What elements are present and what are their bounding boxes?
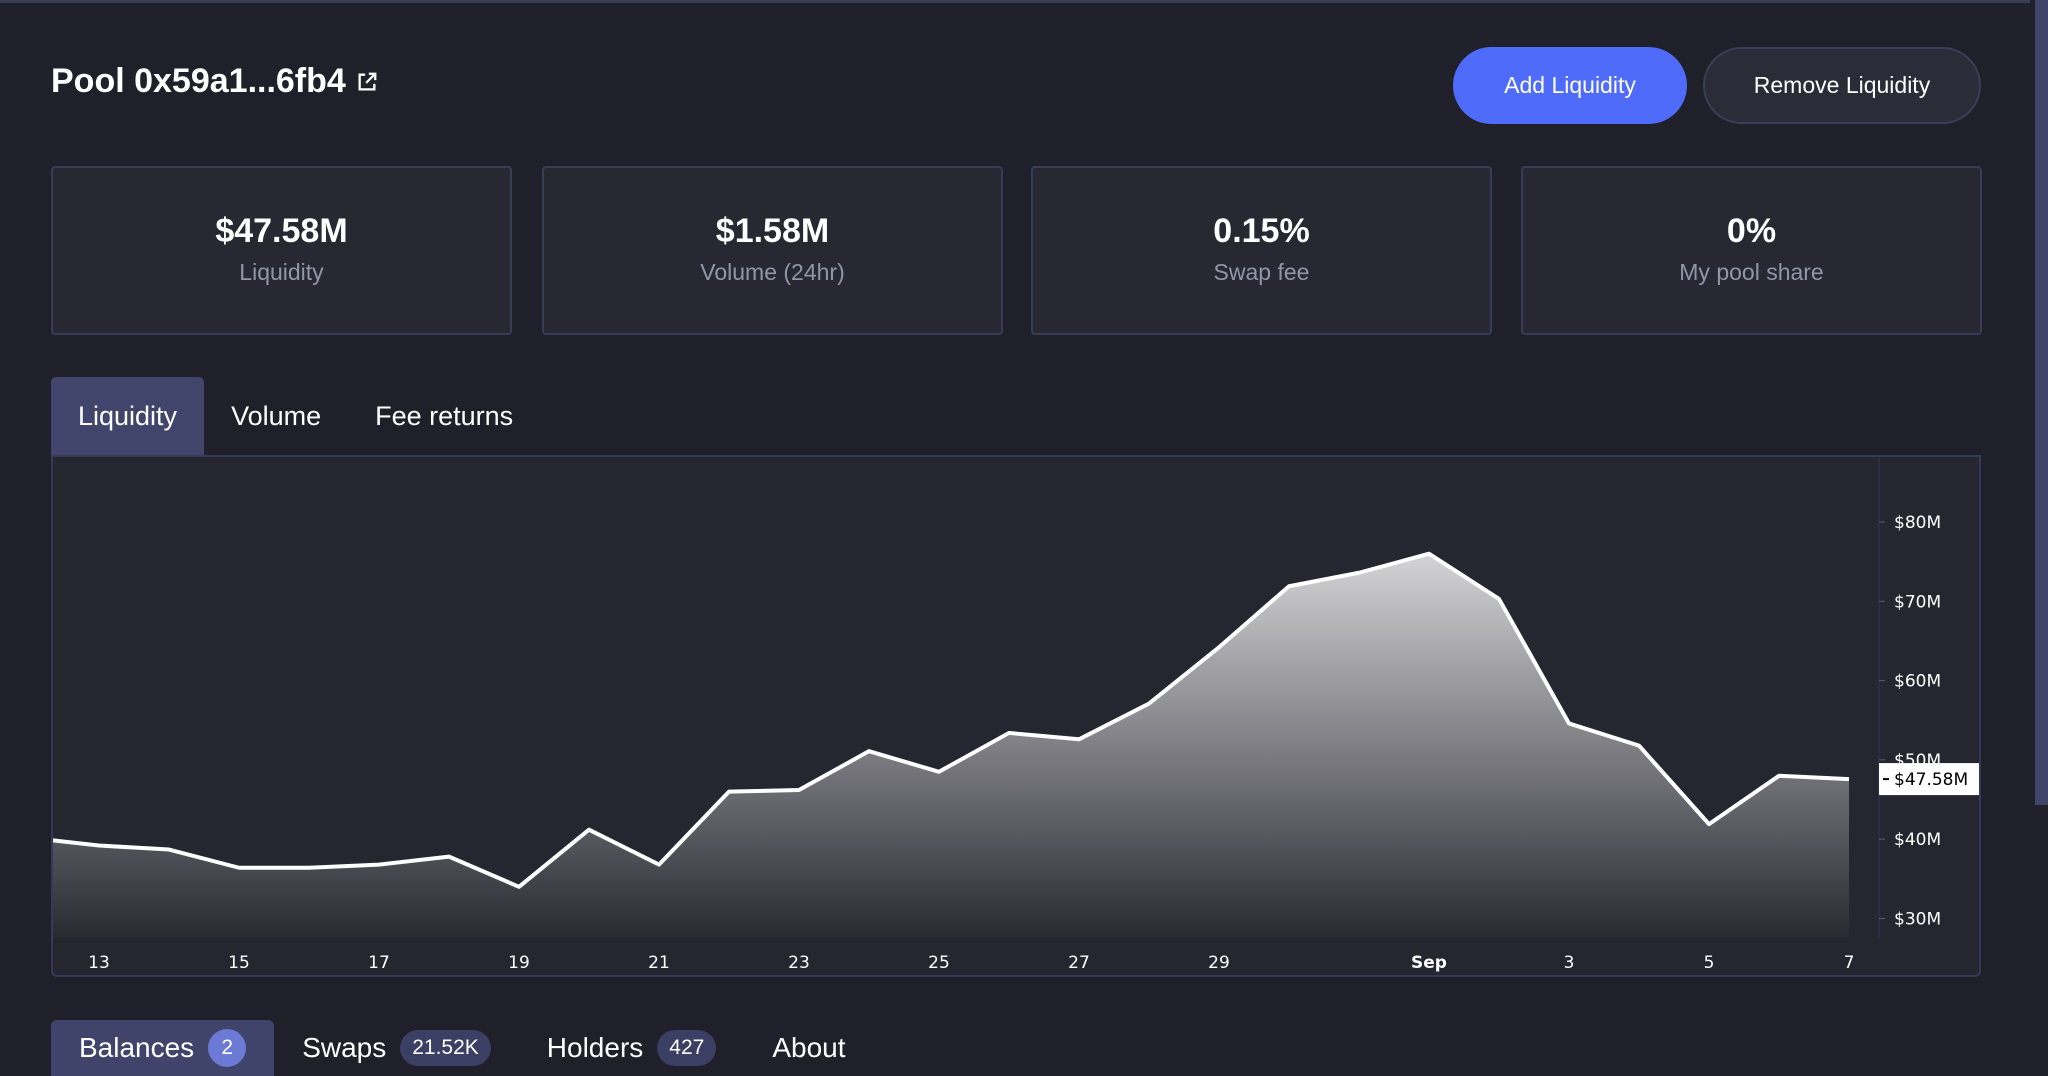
stat-card-swap-fee: 0.15% Swap fee xyxy=(1031,166,1492,335)
x-tick-label: 15 xyxy=(228,953,250,973)
x-tick-label: 23 xyxy=(788,953,810,973)
current-value-label: $47.58M xyxy=(1894,770,1968,790)
stat-value: 0% xyxy=(1726,212,1777,250)
stat-label: Volume (24hr) xyxy=(700,259,845,285)
x-tick-label: 17 xyxy=(368,953,390,973)
current-value-tag xyxy=(1879,763,1979,796)
tab-holders[interactable]: Holders 427 xyxy=(519,1020,745,1076)
count-badge: 2 xyxy=(208,1029,247,1067)
chart-tabs: Liquidity Volume Fee returns xyxy=(51,377,540,455)
remove-liquidity-button[interactable]: Remove Liquidity xyxy=(1703,47,1981,124)
tab-liquidity[interactable]: Liquidity xyxy=(51,377,205,455)
liquidity-series-line xyxy=(53,551,1850,889)
stat-value: $1.58M xyxy=(715,212,830,250)
stat-value: 0.15% xyxy=(1213,212,1310,250)
stat-label: Swap fee xyxy=(1213,259,1310,285)
stat-value: $47.58M xyxy=(215,212,348,250)
tab-label: Holders xyxy=(546,1032,644,1063)
y-tick-label: $40M xyxy=(1894,830,1941,850)
y-tick-label: $80M xyxy=(1894,513,1941,533)
count-badge: 21.52K xyxy=(400,1030,491,1066)
x-tick-label: 21 xyxy=(648,953,670,973)
tab-label: Swaps xyxy=(302,1032,387,1063)
external-link-icon[interactable] xyxy=(356,71,378,93)
pool-title: Pool 0x59a1...6fb4 xyxy=(51,62,346,100)
tab-about[interactable]: About xyxy=(744,1020,873,1076)
top-divider xyxy=(0,0,2030,3)
page-scrollbar[interactable] xyxy=(2035,0,2048,805)
stat-card-liquidity: $47.58M Liquidity xyxy=(51,166,512,335)
liquidity-chart[interactable]: $80M $70M $60M $50M $40M $30M 13 15 17 19 21 23 25 27… xyxy=(51,455,1981,977)
tab-swaps[interactable]: Swaps 21.52K xyxy=(274,1020,519,1076)
page-title: Pool 0x59a1...6fb4 xyxy=(51,62,378,101)
bottom-tabs: Balances 2 Swaps 21.52K Holders 427 About xyxy=(51,1020,874,1076)
x-tick-label: 5 xyxy=(1704,953,1715,973)
tab-label: Balances xyxy=(79,1032,195,1063)
tab-label: About xyxy=(772,1032,846,1063)
stat-card-volume: $1.58M Volume (24hr) xyxy=(542,166,1003,335)
tab-fee-returns[interactable]: Fee returns xyxy=(375,400,514,431)
x-tick-label: 13 xyxy=(88,953,110,973)
x-tick-label: 25 xyxy=(928,953,950,973)
x-tick-label: Sep xyxy=(1411,953,1447,973)
y-tick-label: $30M xyxy=(1894,910,1941,930)
tab-volume[interactable]: Volume xyxy=(231,400,322,431)
x-tick-label: 27 xyxy=(1068,953,1090,973)
count-badge: 427 xyxy=(657,1030,717,1066)
x-tick-label: 19 xyxy=(508,953,530,973)
add-liquidity-button[interactable]: Add Liquidity xyxy=(1453,47,1687,124)
x-tick-label: 3 xyxy=(1564,953,1575,973)
y-tick-label: $70M xyxy=(1894,592,1941,612)
x-tick-label: 29 xyxy=(1208,953,1230,973)
y-tick-label: $60M xyxy=(1894,672,1941,692)
stat-card-pool-share: 0% My pool share xyxy=(1521,166,1982,335)
stat-label: My pool share xyxy=(1679,259,1824,285)
stat-label: Liquidity xyxy=(239,259,324,285)
tab-balances[interactable]: Balances 2 xyxy=(51,1020,275,1076)
x-tick-label: 7 xyxy=(1844,953,1855,973)
area-fill xyxy=(53,553,1849,937)
